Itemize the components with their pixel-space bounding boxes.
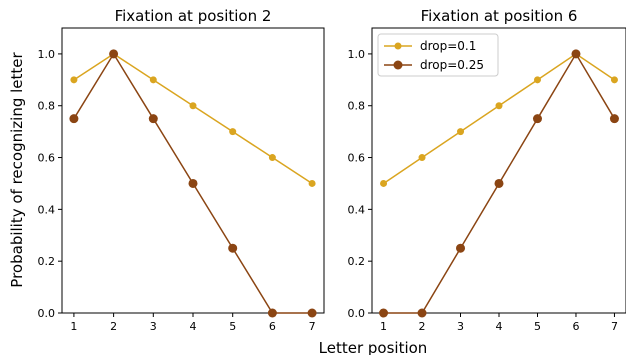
data-point xyxy=(456,243,466,253)
data-point xyxy=(533,76,541,84)
subplots: Fixation at position 2 1 2 3 4 5 6 7 0.0 0.2 0.4 0.… xyxy=(38,7,626,333)
x-tick-label: 4 xyxy=(496,320,503,333)
data-point xyxy=(69,114,79,124)
legend-swatch-marker xyxy=(394,42,402,50)
data-point xyxy=(609,114,619,124)
legend-entry: drop=0.25 xyxy=(420,58,484,72)
y-tick-label: 0.2 xyxy=(348,255,366,268)
data-point xyxy=(149,76,157,84)
subplot-2: Fixation at position 6 1 2 3 4 5 6 7 0.0 0.2 0.4 0.… xyxy=(348,7,626,333)
y-tick-label: 1.0 xyxy=(38,48,56,61)
data-point xyxy=(380,179,388,187)
y-tick-label: 0.0 xyxy=(348,307,366,320)
subplot-title: Fixation at position 2 xyxy=(115,7,272,25)
data-point xyxy=(494,178,504,188)
data-point xyxy=(109,49,119,59)
legend-swatch-marker xyxy=(393,60,403,70)
y-tick-label: 1.0 xyxy=(348,48,366,61)
axes-frame xyxy=(61,27,325,314)
data-point xyxy=(267,308,277,318)
x-tick-label: 5 xyxy=(229,320,236,333)
data-point xyxy=(148,114,158,124)
data-point xyxy=(228,243,238,253)
y-tick-label: 0.8 xyxy=(348,100,366,113)
data-point xyxy=(307,308,317,318)
x-tick-label: 3 xyxy=(457,320,464,333)
y-tick-label: 0.0 xyxy=(38,307,56,320)
data-point xyxy=(495,102,503,110)
y-axis-label: Probability of recognizing letter xyxy=(8,51,26,287)
x-tick-label: 1 xyxy=(70,320,77,333)
x-tick-label: 7 xyxy=(309,320,316,333)
x-tick-label: 7 xyxy=(611,320,618,333)
data-point xyxy=(379,308,389,318)
legend-entry: drop=0.1 xyxy=(420,39,476,53)
data-point xyxy=(268,154,276,162)
data-point xyxy=(417,308,427,318)
y-tick-label: 0.6 xyxy=(348,152,366,165)
data-point xyxy=(610,76,618,84)
x-tick-label: 1 xyxy=(380,320,387,333)
y-tick-label: 0.4 xyxy=(348,203,366,216)
data-point xyxy=(457,128,465,136)
x-tick-label: 4 xyxy=(190,320,197,333)
x-tick-label: 6 xyxy=(269,320,276,333)
data-point xyxy=(308,179,316,187)
subplot-title: Fixation at position 6 xyxy=(421,7,578,25)
subplot-1: Fixation at position 2 1 2 3 4 5 6 7 0.0 0.2 0.4 0.… xyxy=(38,7,325,333)
y-tick-label: 0.8 xyxy=(38,100,56,113)
series-line-1 xyxy=(73,53,313,185)
x-tick-label: 2 xyxy=(110,320,117,333)
y-tick-label: 0.6 xyxy=(38,152,56,165)
data-point xyxy=(571,49,581,59)
data-point xyxy=(229,128,237,136)
y-tick-label: 0.4 xyxy=(38,203,56,216)
x-tick-label: 5 xyxy=(534,320,541,333)
x-axis-label: Letter position xyxy=(319,339,428,355)
legend: drop=0.1 drop=0.25 xyxy=(377,33,499,77)
data-point xyxy=(532,114,542,124)
data-point xyxy=(418,154,426,162)
x-tick-label: 2 xyxy=(419,320,426,333)
x-tick-label: 3 xyxy=(150,320,157,333)
data-point xyxy=(188,178,198,188)
y-tick-label: 0.2 xyxy=(38,255,56,268)
x-tick-label: 6 xyxy=(572,320,579,333)
data-point xyxy=(189,102,197,110)
data-point xyxy=(70,76,78,84)
